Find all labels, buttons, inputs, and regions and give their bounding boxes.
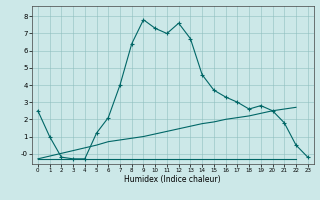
- X-axis label: Humidex (Indice chaleur): Humidex (Indice chaleur): [124, 175, 221, 184]
